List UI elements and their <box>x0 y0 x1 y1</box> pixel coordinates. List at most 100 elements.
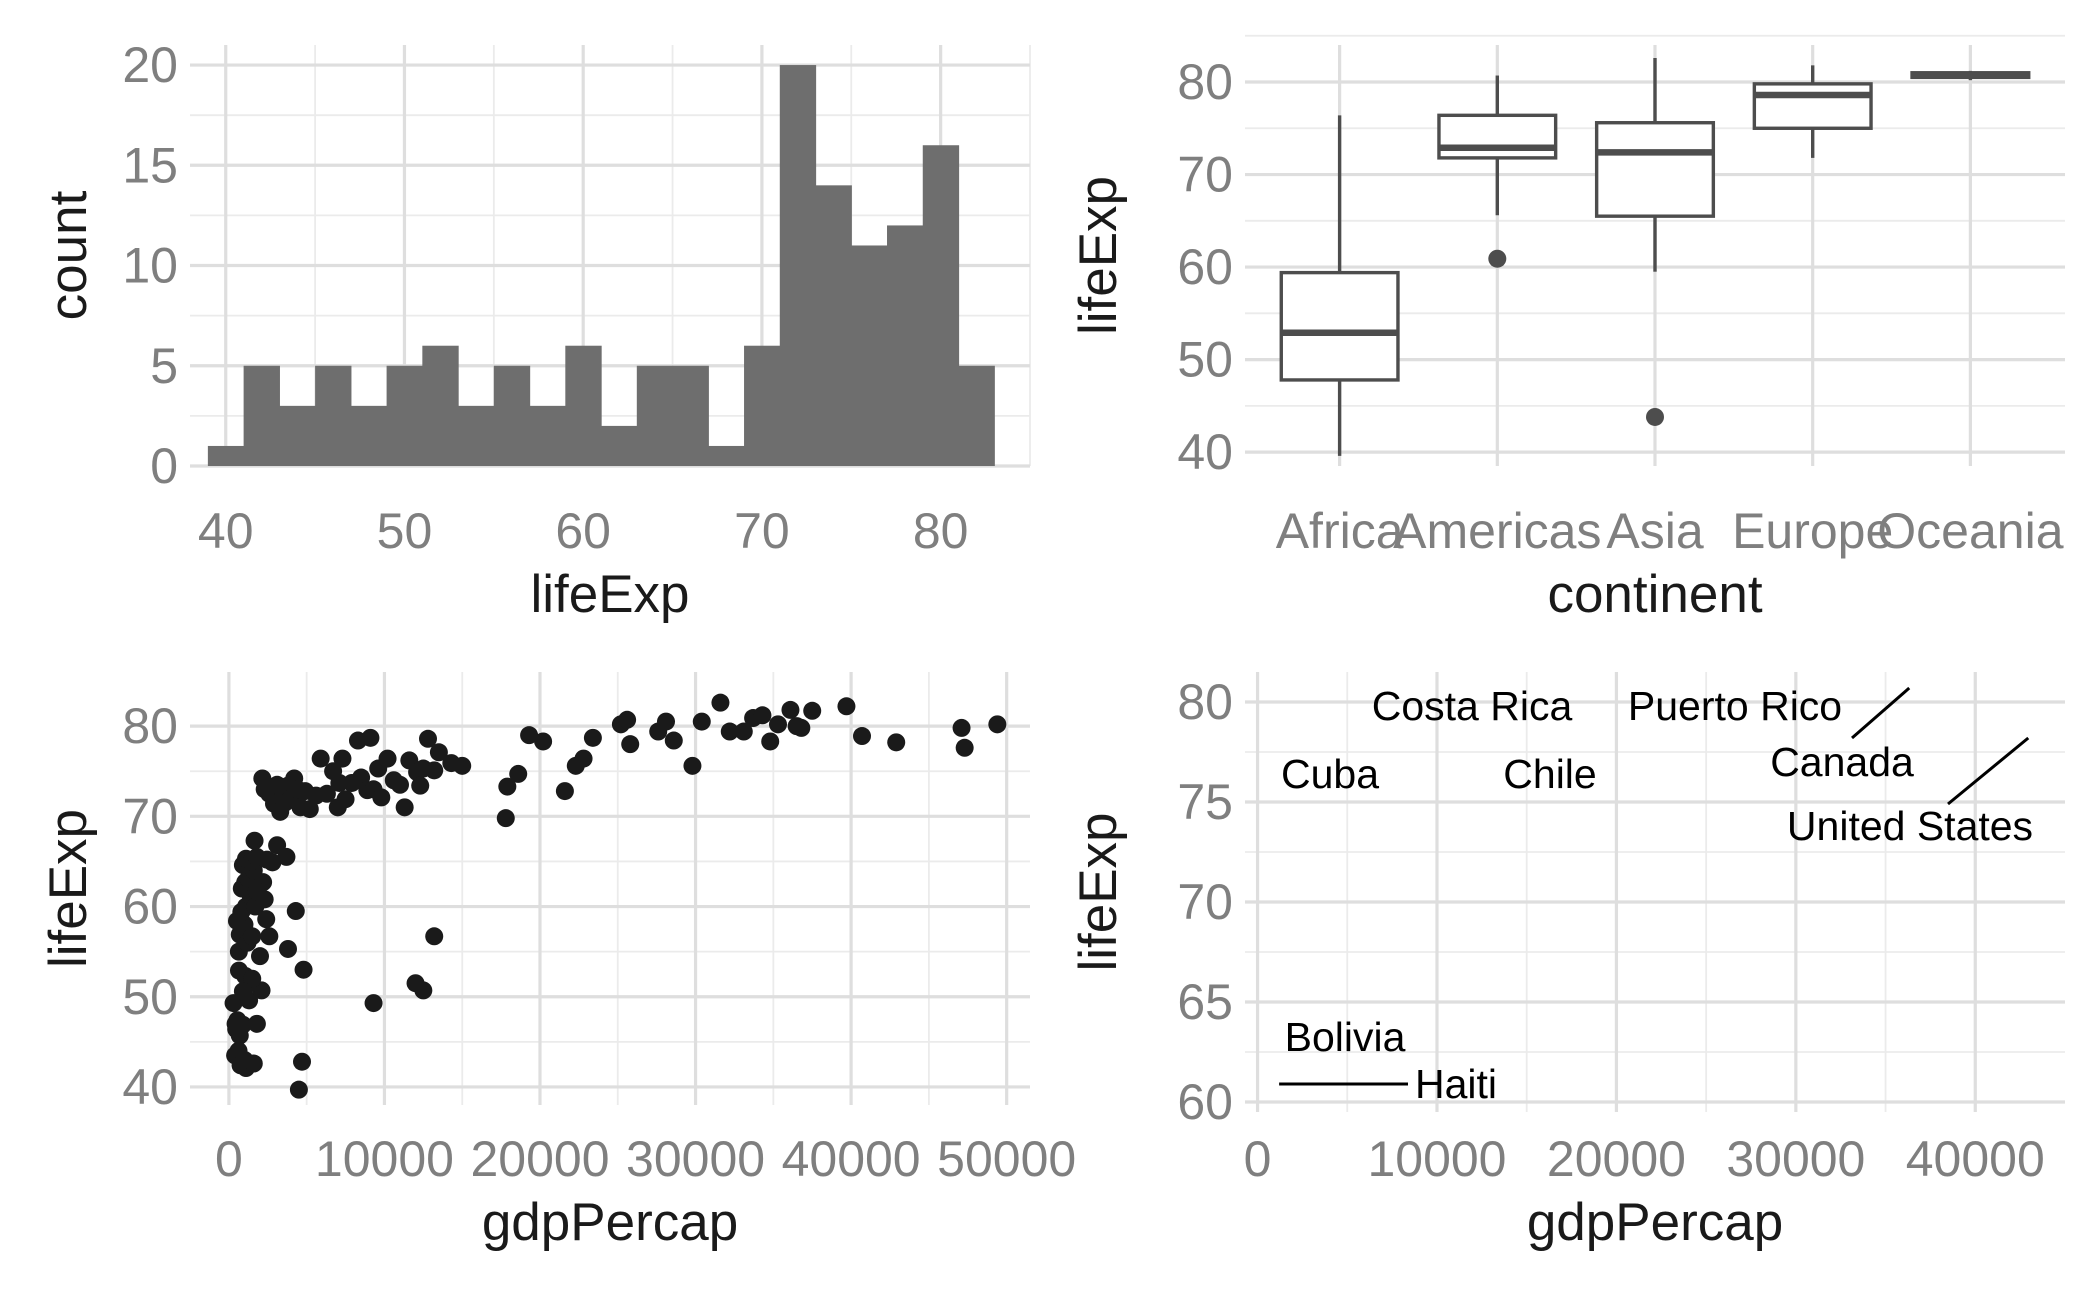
y-tick-label: 0 <box>150 438 178 494</box>
histogram-bar <box>279 405 316 466</box>
point-label: Cuba <box>1281 751 1379 797</box>
x-tick-label: 30000 <box>626 1131 765 1187</box>
y-tick-label: 10 <box>122 238 178 294</box>
data-point <box>419 729 437 748</box>
data-point <box>583 728 602 747</box>
y-tick-label: 80 <box>122 698 178 754</box>
y-tick-label: 75 <box>1177 774 1233 830</box>
data-point <box>887 733 906 752</box>
histogram-bar <box>922 145 960 466</box>
histogram-bar <box>315 365 352 466</box>
data-point <box>781 700 800 719</box>
y-axis-title: lifeExp <box>1069 176 1128 335</box>
histogram-bar <box>708 445 745 466</box>
data-point <box>251 947 269 966</box>
x-tick-label: 20000 <box>470 1131 609 1187</box>
data-point <box>317 784 336 803</box>
histogram-bar <box>601 425 638 466</box>
data-point <box>243 969 262 988</box>
point-label: Puerto Rico <box>1628 683 1842 729</box>
data-point <box>429 743 448 762</box>
x-axis-title: lifeExp <box>530 565 689 624</box>
y-tick-label: 20 <box>122 37 178 93</box>
x-tick-label: 0 <box>215 1131 243 1187</box>
data-point <box>753 706 772 725</box>
y-tick-label: 40 <box>122 1059 178 1115</box>
data-point <box>692 712 711 731</box>
label-leader-line <box>1851 686 1911 740</box>
y-axis-title: lifeExp <box>1069 812 1128 971</box>
data-point <box>336 790 355 809</box>
data-point <box>803 701 822 720</box>
outlier-point <box>1488 249 1507 268</box>
x-tick-label: 50 <box>377 503 433 559</box>
data-point <box>411 776 430 795</box>
data-point <box>333 749 352 768</box>
data-point <box>311 749 330 768</box>
data-point <box>263 853 282 872</box>
histogram-bar <box>243 365 280 466</box>
histogram-bar <box>815 185 852 467</box>
x-axis-title: gdpPercap <box>1527 1193 1783 1252</box>
x-tick-label: 10000 <box>315 1131 454 1187</box>
histogram-bar <box>779 65 817 467</box>
y-tick-label: 40 <box>1177 424 1233 480</box>
data-point <box>425 761 444 780</box>
point-label: Haiti <box>1415 1061 1497 1107</box>
data-point <box>520 726 539 745</box>
y-axis-title: count <box>39 190 98 320</box>
data-point <box>621 735 640 754</box>
data-point <box>245 831 264 850</box>
point-label: Costa Rica <box>1372 683 1573 729</box>
x-axis-title: gdpPercap <box>482 1193 738 1252</box>
x-tick-label: Africa <box>1276 503 1404 559</box>
data-point <box>498 777 517 796</box>
data-point <box>372 788 391 807</box>
y-tick-label: 60 <box>1177 1074 1233 1130</box>
data-point <box>761 732 780 751</box>
histogram-bar <box>636 365 674 466</box>
data-point <box>618 710 637 729</box>
data-point <box>414 981 433 1000</box>
data-point <box>988 715 1007 734</box>
histogram-bar <box>493 365 531 466</box>
box <box>1594 121 1716 218</box>
y-tick-label: 15 <box>122 137 178 193</box>
x-tick-label: Americas <box>1393 503 1601 559</box>
histogram-panel: 0 5 10 15 20 40 50 60 70 80 lifeExp count <box>39 37 1031 624</box>
data-point <box>683 756 702 775</box>
data-point <box>555 782 574 801</box>
x-tick-label: 40000 <box>1906 1131 2045 1187</box>
x-tick-label: Oceania <box>1877 503 2063 559</box>
x-tick-label: 40000 <box>782 1131 921 1187</box>
histogram-bar <box>672 365 709 466</box>
data-point <box>243 927 262 946</box>
box <box>1437 113 1558 160</box>
box <box>1279 270 1400 382</box>
histogram-bar <box>386 365 423 466</box>
data-point <box>734 722 753 741</box>
histogram-bar <box>744 345 781 466</box>
x-tick-label: 40 <box>198 503 254 559</box>
point-label: Canada <box>1770 739 1914 785</box>
data-point <box>286 902 305 921</box>
data-point <box>657 712 675 731</box>
y-tick-label: 70 <box>1177 147 1233 203</box>
data-point <box>277 847 296 866</box>
box <box>1752 82 1873 130</box>
data-point <box>509 764 528 783</box>
y-tick-label: 80 <box>1177 674 1233 730</box>
data-point <box>260 927 279 946</box>
data-point <box>235 1050 254 1069</box>
histogram-bar <box>565 345 602 466</box>
x-tick-label: 50000 <box>937 1131 1076 1187</box>
histogram-bar <box>350 405 388 466</box>
histogram-bar <box>422 345 459 466</box>
point-label: Chile <box>1503 751 1596 797</box>
x-tick-label: Asia <box>1606 503 1703 559</box>
x-tick-label: 70 <box>734 503 790 559</box>
point-label: Bolivia <box>1285 1014 1406 1060</box>
data-point <box>361 728 380 747</box>
data-point <box>364 994 383 1013</box>
